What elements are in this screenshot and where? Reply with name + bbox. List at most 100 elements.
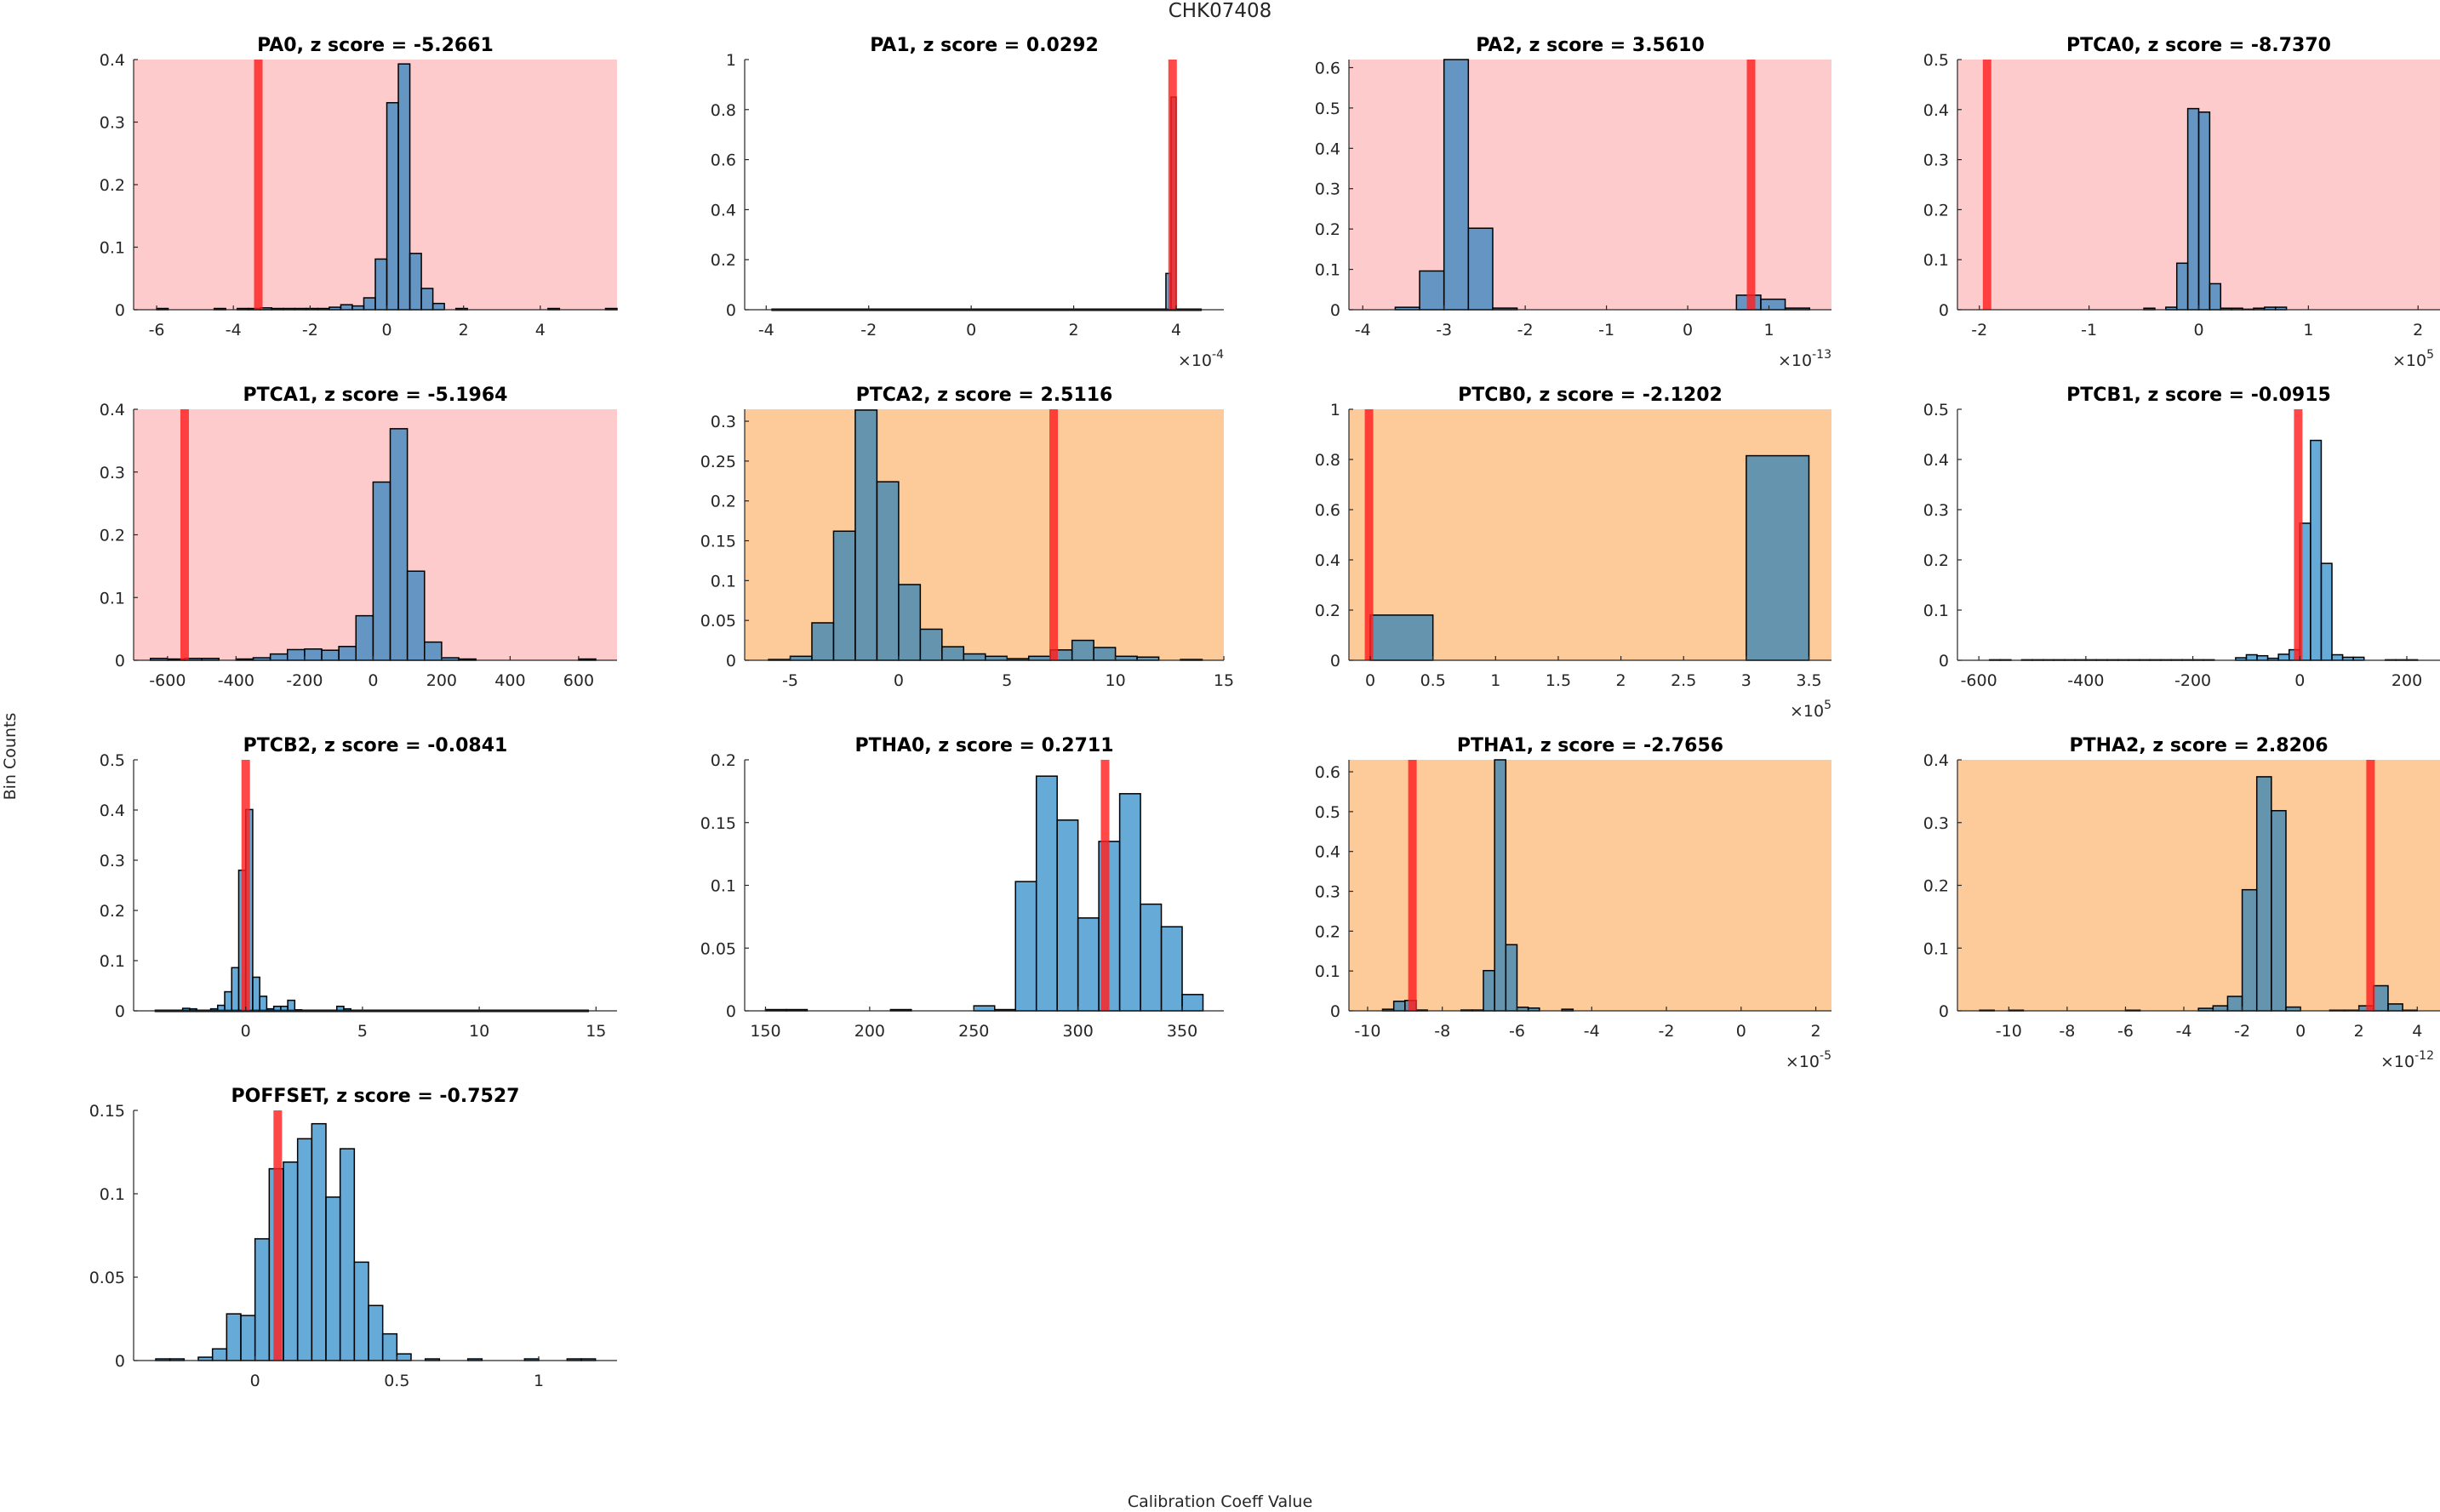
histogram-bar [406, 570, 426, 661]
histogram-bar [2387, 1003, 2403, 1012]
histogram-bar [311, 1122, 327, 1361]
x-tick-label: 0 [1736, 1022, 1746, 1041]
y-tick-label: 0.2 [1923, 201, 1949, 220]
x-tick-label: 15 [1214, 671, 1234, 690]
subplot-title: PTCB2, z score = -0.0841 [243, 735, 508, 756]
x-tick-label: 0 [368, 671, 378, 690]
histogram-bar [1516, 1007, 1529, 1012]
x-axis-exponent: ×105 [1790, 699, 1831, 721]
y-tick-label: 0.3 [1923, 151, 1949, 170]
histogram-bar [1014, 881, 1037, 1012]
histogram-bar [389, 428, 409, 661]
histogram-bar [217, 1004, 226, 1012]
y-tick-label: 0.8 [711, 101, 736, 120]
y-tick-label: 0 [115, 1352, 125, 1371]
histogram-bar [1746, 454, 1810, 661]
y-tick-label: 0.6 [1315, 59, 1340, 77]
x-tick-label: -5 [782, 671, 798, 690]
histogram-bar [854, 409, 878, 661]
y-tick-label: 0.3 [1923, 814, 1949, 833]
current-value-marker [254, 60, 263, 310]
histogram-bar [351, 305, 365, 311]
y-tick-label: 0.2 [1315, 602, 1340, 620]
x-tick-label: 10 [1106, 671, 1126, 690]
histogram-bar [2209, 282, 2222, 311]
y-tick-label: 0.1 [1315, 261, 1340, 280]
y-tick-label: 0.6 [1315, 763, 1340, 782]
y-tick-label: 0.4 [1315, 551, 1340, 570]
histogram-bar [424, 641, 443, 661]
subplot-ptha2: 0 0.1 0.2 0.3 0.4 -10 -8 -6 -4 -2 0 2 4 ×10-12 PTHA2, … [1923, 735, 2440, 1071]
histogram-bar [2241, 888, 2258, 1012]
y-tick-label: 0.15 [700, 533, 736, 551]
x-axis-exponent: ×10-5 [1786, 1049, 1831, 1071]
x-tick-label: 0 [250, 1372, 260, 1390]
x-tick-label: -2 [302, 321, 318, 339]
x-tick-label: -2 [1659, 1022, 1675, 1041]
histogram-bar [363, 297, 376, 311]
histogram-bar [321, 649, 340, 661]
histogram-bar [2277, 653, 2290, 661]
histogram-bar [2320, 562, 2333, 661]
histogram-bar [1093, 647, 1117, 661]
x-tick-label: -4 [226, 321, 242, 339]
x-tick-label: -400 [218, 671, 254, 690]
x-tick-label: 0 [1365, 671, 1375, 690]
histogram-bar [231, 967, 240, 1012]
x-tick-label: -1 [1598, 321, 1614, 339]
histogram-bar [1035, 775, 1058, 1012]
histogram-bar [2310, 439, 2323, 661]
histogram-bar [2373, 984, 2389, 1012]
subplot-pa0: 0 0.1 0.2 0.3 0.4 -6 -4 -2 0 2 4 PA0, z score = -5.… [100, 35, 618, 339]
subplot-title: PTHA2, z score = 2.8206 [2069, 735, 2328, 756]
histogram-bar [1181, 994, 1204, 1012]
histogram-bar [397, 63, 411, 311]
x-tick-label: -200 [286, 671, 323, 690]
histogram-bar [963, 653, 986, 661]
y-tick-label: 0 [115, 652, 125, 670]
y-tick-label: 0.3 [1315, 180, 1340, 199]
x-tick-label: 300 [1063, 1022, 1094, 1041]
subplot-title: PTHA0, z score = 0.2711 [854, 735, 1113, 756]
histogram-bar [2212, 1005, 2229, 1012]
y-tick-label: 0.1 [1923, 602, 1949, 620]
x-axis-exponent: ×10-12 [2380, 1049, 2434, 1071]
histogram-bar [2271, 809, 2287, 1012]
y-tick-label: 0.05 [89, 1269, 125, 1287]
x-tick-label: -10 [1354, 1022, 1380, 1041]
x-tick-label: -4 [758, 321, 774, 339]
plot-background [1349, 760, 1831, 1011]
y-tick-label: 0 [115, 301, 125, 320]
x-tick-label: 2 [2354, 1022, 2364, 1041]
y-tick-label: 0.1 [711, 572, 736, 591]
x-tick-label: 0.5 [1420, 671, 1446, 690]
x-tick-label: 2 [2413, 321, 2423, 339]
y-tick-label: 0.2 [100, 527, 125, 545]
plot-background [745, 60, 1224, 310]
histogram-bar [272, 1005, 282, 1012]
subplot-pa2: 0 0.1 0.2 0.3 0.4 0.5 0.6 -4 -3 -2 -1 0 1×10-13 PA2, … [1315, 35, 1831, 370]
histogram-bar [381, 1332, 398, 1361]
x-tick-label: 1.5 [1546, 671, 1571, 690]
x-tick-label: -2 [1517, 321, 1534, 339]
histogram-bar [1118, 793, 1141, 1012]
histogram-bar [2186, 107, 2200, 311]
subplot-title: PA0, z score = -5.2661 [257, 35, 494, 56]
y-tick-label: 0.1 [711, 877, 736, 896]
y-tick-label: 0 [726, 652, 736, 670]
x-tick-label: -8 [1434, 1022, 1450, 1041]
histogram-bar [1494, 759, 1507, 1012]
histogram-bar [339, 1148, 356, 1361]
subplot-title: POFFSET, z score = -0.7527 [231, 1086, 520, 1107]
x-tick-label: 0 [1683, 321, 1693, 339]
subplot-ptha0: 0 0.05 0.1 0.15 0.2 150 200 250 300 350 PTHA0, z s… [700, 735, 1224, 1041]
x-tick-label: 5 [1002, 671, 1012, 690]
y-tick-label: 0.3 [1923, 501, 1949, 520]
x-tick-label: 1 [534, 1372, 544, 1390]
plot-background [134, 760, 617, 1011]
histogram-bar [1467, 227, 1494, 311]
x-tick-label: -6 [149, 321, 165, 339]
histogram-bar [1760, 298, 1786, 311]
histogram-bar [898, 584, 922, 661]
plot-background [1957, 760, 2440, 1011]
